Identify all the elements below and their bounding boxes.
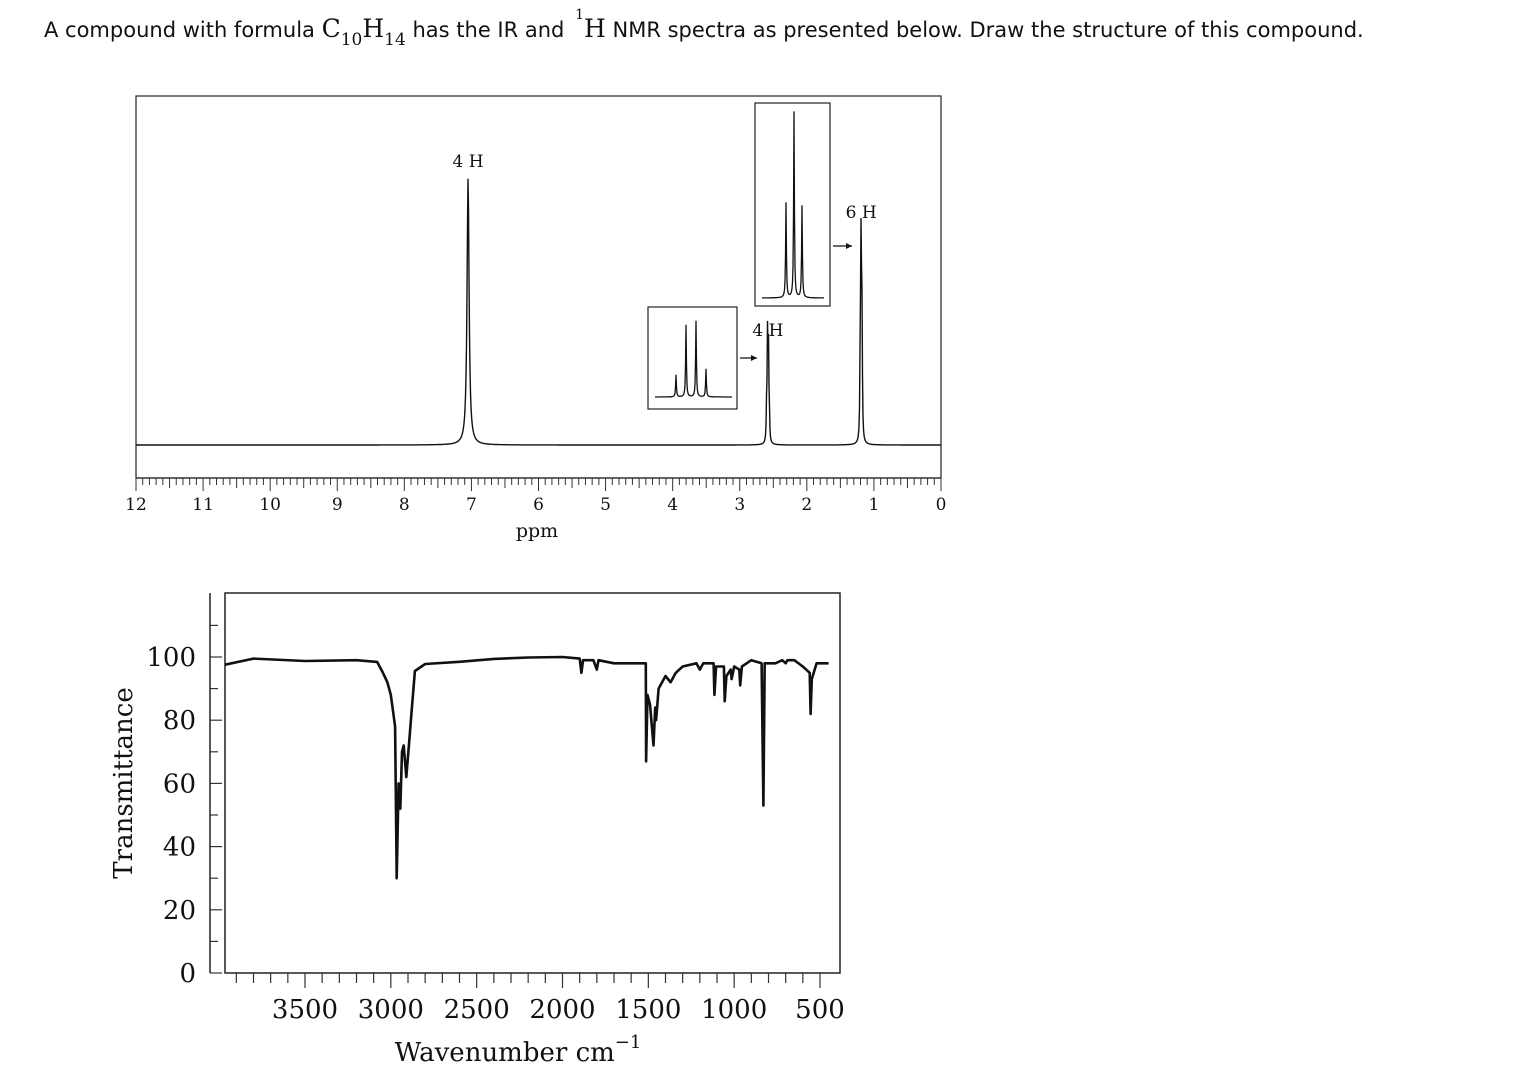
ir-x-tick-label: 1000: [701, 995, 767, 1025]
triplet-arrow-head: [846, 243, 852, 249]
nmr-tick-label: 8: [399, 495, 410, 515]
ir-y-tick-label: 60: [163, 769, 196, 799]
nmr-peak-label: 6 H: [846, 203, 877, 223]
nmr-chart: 12 11 10 9 8 7 6 5 4 3 2 1 0 4 H4 H6 H ppm: [125, 95, 946, 542]
question-part: has the IR and: [405, 18, 572, 42]
triplet-inset-line: [762, 111, 824, 299]
ir-chart: 0 20 40 60 80 100 3500 3000 2500 2000 1500 1000 500…: [109, 592, 845, 1068]
nmr-tick-label: 9: [332, 495, 343, 515]
question-part: A compound with formula: [44, 18, 322, 42]
ir-y-tick-label: 0: [179, 959, 196, 989]
nmr-peak-labels: 4 H 4 H 6 H: [453, 152, 877, 341]
nmr-peak-label: 4 H: [453, 152, 484, 172]
triplet-inset: [754, 102, 852, 307]
ir-y-axis-label: Transmittance: [109, 687, 139, 878]
formula-carbon: C: [321, 14, 341, 43]
nmr-nucleus: H: [584, 14, 606, 43]
ir-x-ticks: 3500 3000 2500 2000 1500 1000 500: [235, 973, 845, 1025]
nmr-tick-label: 1: [869, 495, 880, 515]
ir-y-tick-label: 20: [163, 896, 196, 926]
nmr-tick-labels: 12 11 10 9 8 7 6 5 4 3 2 1 0: [125, 495, 946, 515]
ir-x-tick-label: 1500: [615, 995, 681, 1025]
ir-x-axis-label-exponent: −1: [615, 1032, 642, 1053]
nmr-spectrum-line: [136, 178, 941, 446]
question-part: NMR spectra as presented below. Draw the…: [605, 18, 1364, 42]
nmr-tick-label: 2: [801, 495, 812, 515]
nmr-peak-label: 4 H: [752, 321, 783, 341]
nmr-tick-label: 5: [600, 495, 611, 515]
ir-x-tick-label: 500: [795, 995, 845, 1025]
ir-x-tick-label: 3500: [272, 995, 338, 1025]
formula-carbon-count: 10: [340, 30, 363, 50]
ir-x-tick-label: 2500: [444, 995, 510, 1025]
ir-x-tick-label: 3000: [358, 995, 424, 1025]
question-text: A compound with formula C10H14 has the I…: [44, 4, 1504, 58]
nmr-x-axis-label: ppm: [516, 520, 558, 542]
ir-y-tick-label: 100: [146, 643, 196, 673]
ir-spectrum-line: [224, 655, 829, 880]
ir-y-ticks: 0 20 40 60 80 100: [146, 624, 222, 989]
nmr-tick-label: 7: [466, 495, 477, 515]
isotope-superscript: 1: [575, 7, 584, 23]
ir-frame: [224, 592, 841, 974]
ir-x-axis-label-main: Wavenumber cm: [395, 1038, 615, 1068]
nmr-tick-label: 11: [192, 495, 214, 515]
nmr-tick-label: 10: [259, 495, 281, 515]
ir-x-tick-label: 2000: [529, 995, 595, 1025]
nmr-tick-label: 12: [125, 495, 147, 515]
nmr-tick-label: 0: [936, 495, 947, 515]
quartet-inset-line: [655, 320, 732, 398]
formula-hydrogen: H: [362, 14, 385, 43]
quartet-inset: [647, 306, 757, 410]
ir-y-tick-label: 40: [163, 833, 196, 863]
nmr-ticks: [135, 478, 942, 491]
quartet-inset-frame: [647, 306, 738, 410]
ir-y-tick-label: 80: [163, 706, 196, 736]
nmr-tick-label: 3: [734, 495, 745, 515]
formula-hydrogen-count: 14: [384, 30, 406, 50]
quartet-arrow-head: [751, 355, 757, 361]
nmr-tick-label: 4: [667, 495, 678, 515]
nmr-tick-label: 6: [533, 495, 544, 515]
ir-x-axis-label: Wavenumber cm−1: [395, 1032, 642, 1068]
